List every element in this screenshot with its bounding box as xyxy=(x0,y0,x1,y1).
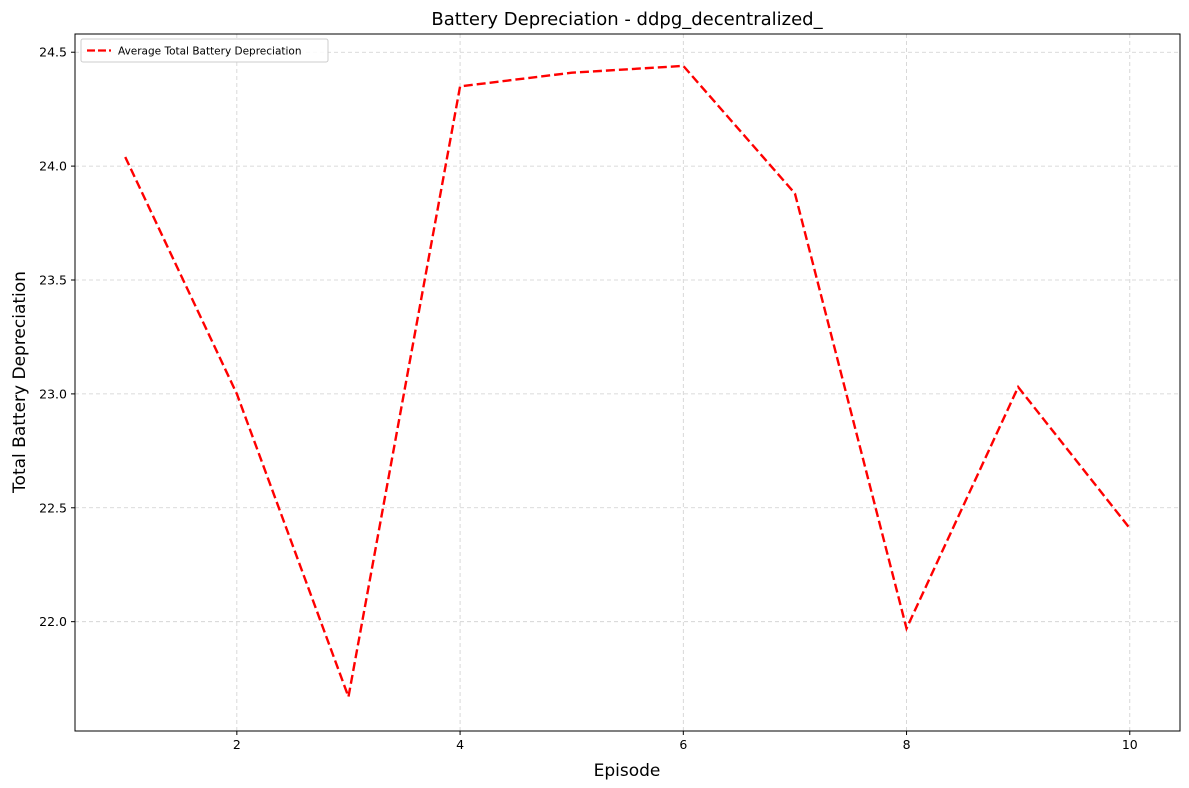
series-line xyxy=(124,64,1131,702)
x-tick-label: 2 xyxy=(233,737,241,752)
y-tick-label: 24.0 xyxy=(39,159,67,174)
y-tick-label: 22.5 xyxy=(39,500,67,515)
x-tick-label: 10 xyxy=(1122,737,1138,752)
x-axis-label: Episode xyxy=(594,761,661,781)
legend: Average Total Battery Depreciation xyxy=(80,38,329,63)
y-tick-label: 22.0 xyxy=(39,614,67,629)
legend-label: Average Total Battery Depreciation xyxy=(118,46,302,58)
chart-title: Battery Depreciation - ddpg_decentralize… xyxy=(431,9,823,30)
y-tick-label: 23.5 xyxy=(39,273,67,288)
x-tick-label: 6 xyxy=(679,737,687,752)
y-axis-label: Total Battery Depreciation xyxy=(10,271,30,494)
series-layer xyxy=(124,64,1131,702)
axis-ticks: 2 4 6 8 10 22.0 22.5 23.0 23.5 24.0 24.5 xyxy=(39,45,1138,752)
x-tick-label: 8 xyxy=(903,737,911,752)
y-tick-label: 24.5 xyxy=(39,45,67,60)
y-tick-label: 23.0 xyxy=(39,386,67,401)
legend-box xyxy=(80,38,329,63)
plot-frame xyxy=(74,33,1181,732)
x-tick-label: 4 xyxy=(456,737,464,752)
